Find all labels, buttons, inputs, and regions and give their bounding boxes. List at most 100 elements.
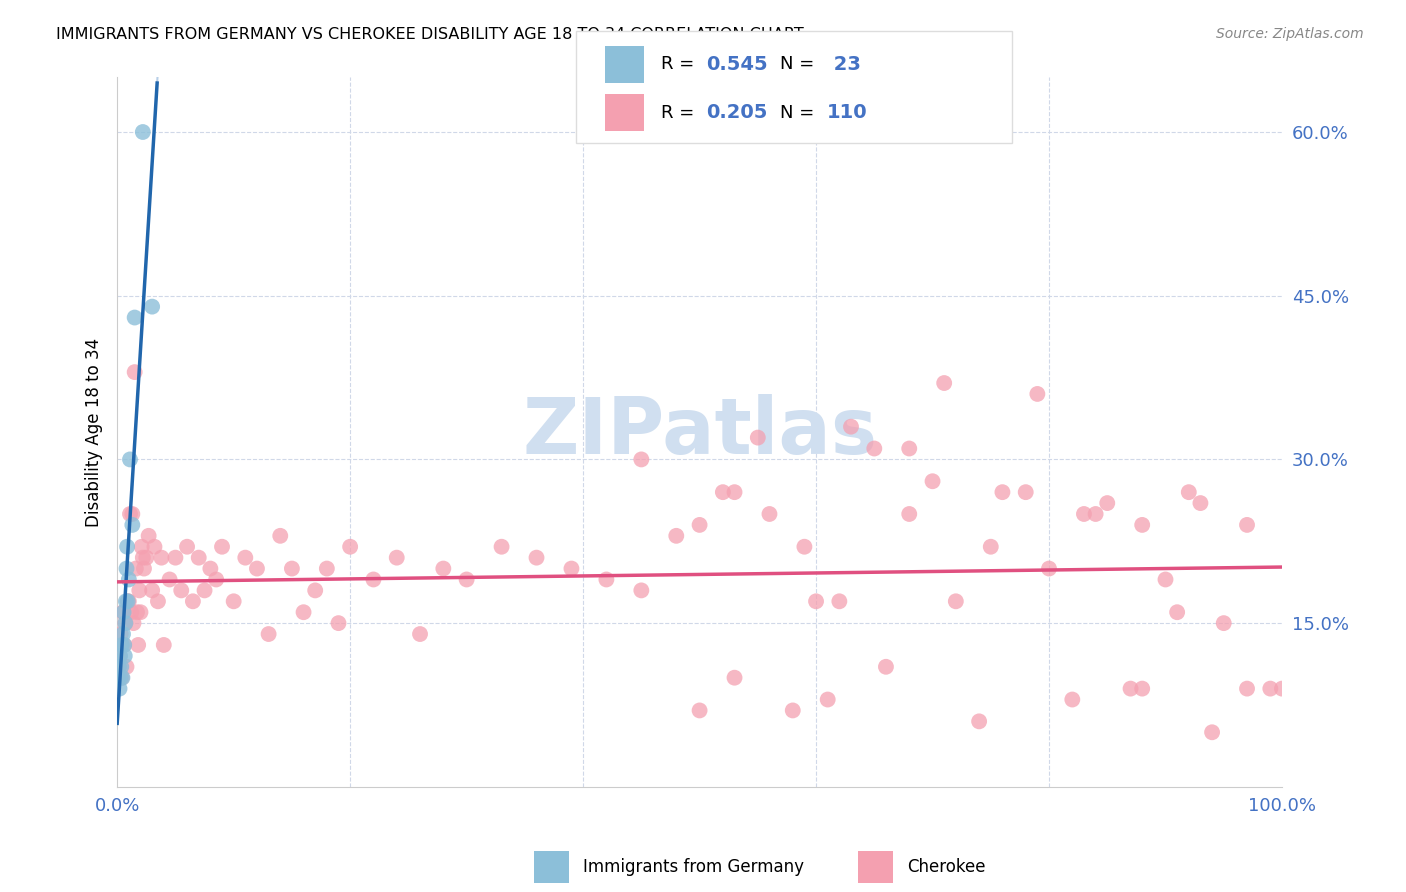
Point (117, 594, 139, 608)
Point (110, 660, 132, 674)
Point (120, 605, 142, 619)
Point (269, 529, 291, 543)
Point (1154, 573, 1177, 587)
Point (170, 583, 193, 598)
Point (114, 648, 136, 663)
Point (1178, 485, 1201, 500)
Point (1015, 485, 1038, 500)
Point (1038, 561, 1060, 575)
Point (945, 594, 967, 608)
Point (934, 376, 956, 390)
Point (110, 627, 132, 641)
Point (747, 431, 769, 445)
Point (181, 594, 204, 608)
Point (863, 442, 886, 456)
Point (817, 692, 839, 706)
Point (143, 540, 166, 554)
Point (125, 561, 148, 575)
Point (1236, 517, 1258, 532)
Point (1097, 496, 1119, 510)
Point (211, 540, 233, 554)
Point (128, 583, 150, 598)
Point (1236, 681, 1258, 696)
Point (132, 561, 155, 575)
Point (111, 638, 134, 652)
Point (898, 442, 921, 456)
Point (1189, 496, 1212, 510)
Point (328, 616, 350, 631)
Point (115, 594, 138, 608)
Point (1212, 616, 1234, 631)
Point (118, 573, 141, 587)
Point (1271, 681, 1294, 696)
Point (711, 485, 734, 500)
Text: R =: R = (661, 103, 700, 121)
Point (118, 507, 141, 521)
Point (118, 452, 141, 467)
Point (111, 671, 134, 685)
Point (200, 561, 222, 575)
Point (804, 594, 827, 608)
Point (363, 573, 385, 587)
Point (138, 529, 160, 543)
Point (114, 616, 136, 631)
Point (839, 419, 862, 434)
Point (115, 561, 138, 575)
Text: 0.545: 0.545 (706, 55, 768, 74)
Point (980, 540, 1002, 554)
Text: R =: R = (661, 55, 700, 73)
Point (121, 517, 143, 532)
Point (1201, 725, 1223, 739)
Point (875, 660, 897, 674)
Point (246, 561, 269, 575)
Point (193, 583, 215, 598)
Point (108, 660, 131, 674)
Point (991, 485, 1014, 500)
Point (526, 550, 548, 565)
Point (111, 627, 134, 641)
Point (129, 605, 152, 619)
Point (222, 594, 245, 608)
Point (828, 594, 851, 608)
Point (107, 671, 129, 685)
Point (723, 485, 745, 500)
Point (125, 605, 148, 619)
Point (1260, 681, 1282, 696)
Point (141, 300, 163, 314)
Point (141, 583, 163, 598)
Point (108, 681, 131, 696)
Point (257, 627, 280, 641)
Point (758, 507, 780, 521)
Point (491, 540, 513, 554)
Point (124, 310, 146, 325)
Text: 23: 23 (827, 55, 860, 74)
Point (112, 605, 135, 619)
Point (1166, 605, 1188, 619)
Point (385, 550, 408, 565)
Point (630, 452, 652, 467)
Text: 110: 110 (827, 103, 868, 122)
Point (898, 507, 921, 521)
Point (793, 540, 815, 554)
Y-axis label: Disability Age 18 to 34: Disability Age 18 to 34 (86, 337, 103, 526)
Point (292, 605, 315, 619)
Point (1062, 692, 1084, 706)
Point (165, 550, 187, 565)
Text: Immigrants from Germany: Immigrants from Germany (583, 858, 804, 876)
Point (127, 638, 149, 652)
Text: Source: ZipAtlas.com: Source: ZipAtlas.com (1216, 27, 1364, 41)
Point (1119, 681, 1142, 696)
Point (135, 550, 157, 565)
Point (967, 714, 990, 729)
Point (118, 594, 141, 608)
Point (146, 594, 169, 608)
Point (114, 616, 136, 631)
Point (1130, 681, 1153, 696)
Point (187, 550, 209, 565)
Point (205, 573, 228, 587)
Point (560, 561, 582, 575)
Point (150, 550, 173, 565)
Point (304, 583, 326, 598)
Text: ZIPatlas: ZIPatlas (522, 394, 877, 470)
Point (782, 703, 804, 717)
